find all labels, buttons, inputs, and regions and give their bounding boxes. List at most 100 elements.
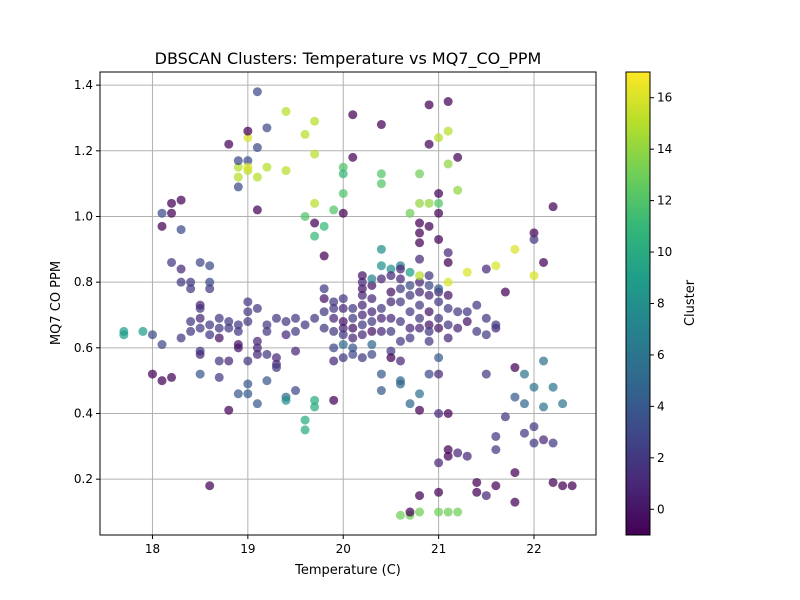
data-point [376, 386, 386, 396]
data-point [424, 326, 434, 336]
data-point [415, 491, 425, 501]
data-point [319, 294, 329, 304]
data-point [252, 143, 262, 153]
data-point [348, 303, 358, 313]
data-point [243, 156, 253, 166]
y-tick-label: 1.4 [74, 78, 93, 92]
data-point [395, 336, 405, 346]
colorbar-tick-label: 16 [657, 91, 672, 105]
data-point [271, 313, 281, 323]
data-point [319, 307, 329, 317]
data-point [147, 369, 157, 379]
data-point [367, 317, 377, 327]
data-point [443, 248, 453, 258]
data-point [348, 333, 358, 343]
data-point [424, 100, 434, 110]
data-point [462, 451, 472, 461]
x-tick-label: 21 [431, 542, 446, 556]
data-point [243, 126, 253, 136]
data-point [214, 356, 224, 366]
data-point [357, 284, 367, 294]
y-tick-label: 1.0 [74, 209, 93, 223]
data-point [453, 507, 463, 517]
data-point [443, 277, 453, 287]
data-point [233, 343, 243, 353]
data-point [424, 271, 434, 281]
data-point [367, 280, 377, 290]
data-point [300, 320, 310, 330]
data-point [233, 156, 243, 166]
data-point [243, 297, 253, 307]
colorbar-tick-label: 6 [657, 348, 665, 362]
data-point [434, 458, 444, 468]
data-point [205, 330, 215, 340]
data-point [357, 310, 367, 320]
data-point [491, 261, 501, 271]
data-point [472, 477, 482, 487]
data-point [338, 188, 348, 198]
x-tick-label: 20 [336, 542, 351, 556]
data-point [176, 225, 186, 235]
data-point [338, 303, 348, 313]
data-point [510, 468, 520, 478]
data-point [167, 372, 177, 382]
colorbar-label: Cluster [683, 279, 698, 326]
data-point [186, 277, 196, 287]
data-point [338, 294, 348, 304]
data-point [529, 271, 539, 281]
x-axis-ticks: 18 19 20 21 22 [145, 535, 542, 556]
data-point [415, 300, 425, 310]
data-point [405, 290, 415, 300]
data-point [481, 313, 491, 323]
data-point [434, 507, 444, 517]
data-point [434, 188, 444, 198]
data-point [348, 343, 358, 353]
data-point [462, 317, 472, 327]
data-point [453, 448, 463, 458]
y-tick-label: 1.2 [74, 144, 93, 158]
data-point [205, 284, 215, 294]
x-tick-label: 19 [240, 542, 255, 556]
data-point [348, 152, 358, 162]
data-point [243, 133, 253, 143]
data-point [558, 399, 568, 409]
data-point [491, 431, 501, 441]
colorbar [625, 71, 651, 536]
data-point [367, 340, 377, 350]
data-point [376, 179, 386, 189]
data-point [357, 300, 367, 310]
data-point [424, 221, 434, 231]
data-point [338, 353, 348, 363]
data-point [472, 300, 482, 310]
data-point [300, 211, 310, 221]
data-point [443, 126, 453, 136]
data-point [434, 353, 444, 363]
data-point [376, 261, 386, 271]
data-point [310, 402, 320, 412]
data-point [348, 110, 358, 120]
data-point [348, 313, 358, 323]
data-point [329, 297, 339, 307]
data-point [434, 208, 444, 218]
data-point [386, 313, 396, 323]
data-point [519, 428, 529, 438]
data-point [224, 323, 234, 333]
data-point [167, 198, 177, 208]
data-point [329, 303, 339, 313]
data-point [329, 326, 339, 336]
data-point [195, 300, 205, 310]
data-point [386, 264, 396, 274]
data-point [291, 386, 301, 396]
data-point [119, 326, 129, 336]
data-point [415, 198, 425, 208]
data-point [233, 389, 243, 399]
data-point [443, 97, 453, 107]
data-point [224, 139, 234, 149]
data-point [367, 294, 377, 304]
data-point [262, 326, 272, 336]
data-point [329, 343, 339, 353]
data-point [310, 218, 320, 228]
plot-frame [99, 71, 597, 536]
data-point [233, 326, 243, 336]
data-point [405, 323, 415, 333]
